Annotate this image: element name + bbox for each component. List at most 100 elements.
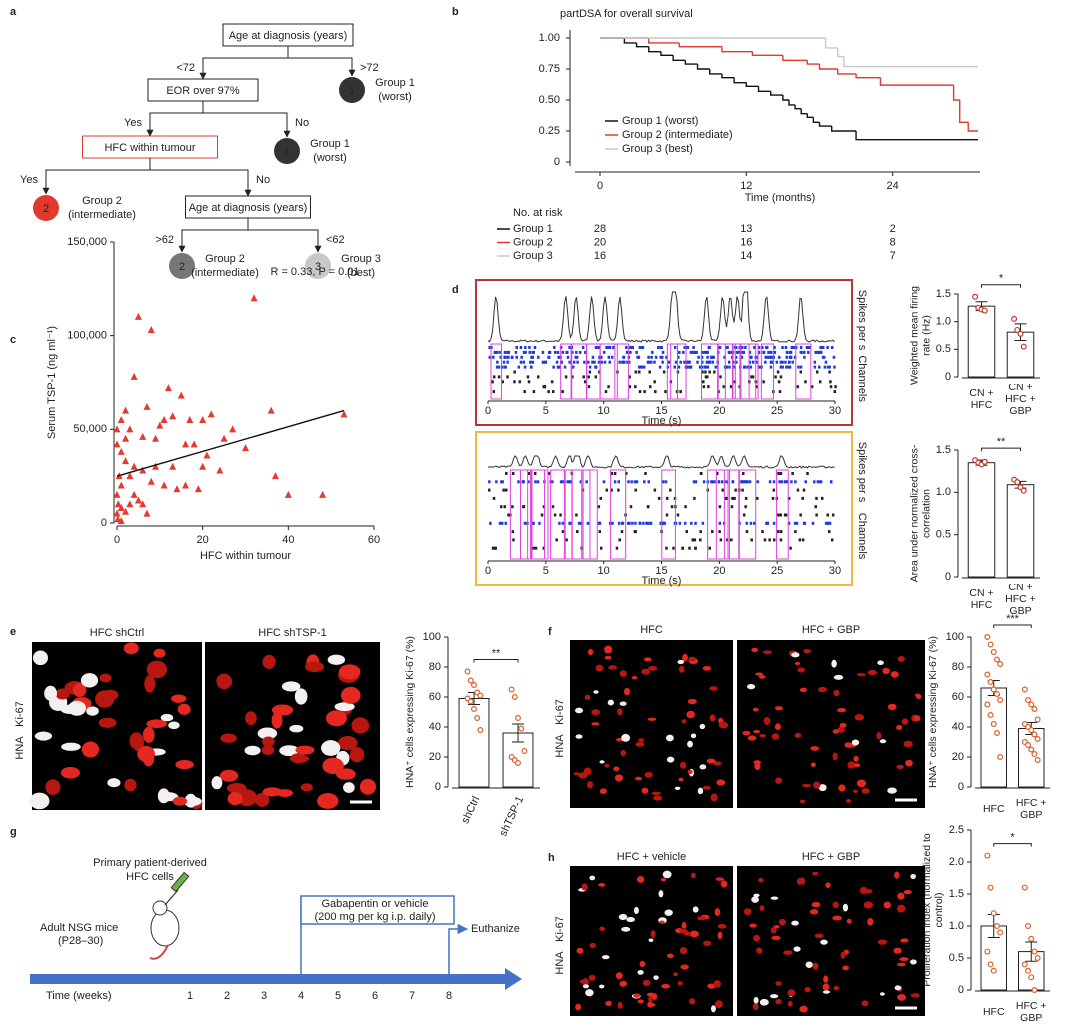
raster-tick (772, 538, 776, 542)
cell (804, 986, 811, 993)
raster-tick (770, 360, 773, 364)
raster-tick (701, 360, 704, 364)
raster-tick (607, 385, 610, 389)
legend-label: Group 1 (worst) (622, 115, 698, 127)
raster-tick (665, 355, 668, 359)
cell (626, 917, 635, 923)
y-tick-label: 150,000 (67, 236, 107, 248)
raster-tick (544, 360, 547, 364)
raster-tick (821, 346, 825, 349)
raster-tick (735, 360, 738, 364)
y-tick-label: 0.5 (936, 529, 951, 541)
point (147, 326, 155, 334)
cell (281, 681, 301, 692)
data-point (984, 633, 991, 640)
cell (32, 650, 49, 666)
edge-label: >62 (155, 234, 174, 246)
start-label: Adult NSG mice (40, 922, 118, 934)
survival-step (721, 46, 753, 53)
panel-label: g (10, 826, 17, 838)
raster-tick (711, 530, 714, 534)
survival-step (684, 60, 698, 65)
data-point (987, 641, 994, 648)
raster-tick (720, 480, 724, 484)
cell (334, 702, 355, 712)
survival-step (967, 122, 978, 132)
data-point (997, 929, 1004, 936)
raster-tick (635, 350, 638, 354)
cell (255, 792, 270, 807)
raster-tick (519, 346, 523, 349)
raster-tick (547, 390, 550, 394)
x-tick-label: 10 (598, 405, 610, 417)
raster-tick (725, 480, 728, 484)
cell (604, 655, 612, 660)
data-point (1014, 479, 1021, 486)
raster-tick (706, 365, 710, 369)
raster-tick (628, 385, 632, 389)
raster-tick (828, 521, 832, 525)
edge-label: >72 (360, 62, 379, 74)
raster-tick (777, 472, 780, 475)
raster-tick (802, 488, 806, 492)
raster-tick (806, 472, 809, 475)
cell (644, 771, 653, 778)
raster-tick (613, 480, 617, 484)
tree-edge (42, 158, 151, 195)
raster-tick (824, 521, 828, 525)
raster-tick (628, 521, 631, 525)
raster-tick (777, 530, 780, 534)
raster-tick (608, 346, 612, 349)
raster-tick (503, 505, 506, 509)
cell (677, 659, 685, 665)
raster-tick (701, 521, 705, 525)
cell (713, 980, 721, 988)
raster-tick (514, 350, 518, 354)
raster-tick (799, 370, 803, 374)
data-point (990, 910, 997, 917)
raster-tick (821, 355, 825, 359)
raster-tick (683, 521, 687, 525)
cell (838, 784, 846, 792)
cell (910, 993, 920, 998)
cell (619, 701, 627, 706)
raster-tick (625, 350, 629, 354)
raster-tick (789, 350, 793, 354)
raster-tick (666, 365, 670, 369)
raster-tick (792, 346, 795, 349)
cell (648, 995, 654, 1003)
point (160, 415, 168, 423)
raster-tick (690, 521, 693, 525)
burst-box (760, 343, 775, 400)
cell (753, 934, 760, 942)
raster-tick (667, 360, 671, 364)
raster-tick (794, 530, 797, 534)
y-axis-label-box: Weighted mean firing rate (Hz) (908, 286, 932, 385)
cell (171, 694, 187, 703)
x-tick-label-box: HFC (983, 803, 1005, 815)
raster-tick (638, 390, 642, 394)
y-tick-label: 0 (435, 781, 441, 793)
raster-tick (784, 346, 788, 349)
raster-tick (533, 346, 537, 349)
significance-bar (981, 447, 1021, 452)
raster-tick (703, 365, 707, 369)
raster-tick (776, 370, 780, 374)
panel-label: h (548, 852, 555, 864)
point (319, 490, 327, 498)
raster-tick (501, 380, 504, 384)
cell (690, 733, 697, 739)
cell (832, 901, 839, 909)
raster-tick (748, 360, 752, 364)
cell (359, 778, 376, 795)
raster-tick (542, 546, 546, 550)
raster-tick (488, 346, 491, 349)
raster-tick (833, 365, 836, 369)
x-tick-label-box: CN + HFC (969, 587, 993, 611)
cell (661, 983, 671, 989)
raster-tick (492, 496, 496, 500)
raster-tick (799, 346, 803, 349)
tree-edge (146, 101, 204, 137)
raster-tick (647, 355, 650, 359)
cell (897, 962, 906, 967)
